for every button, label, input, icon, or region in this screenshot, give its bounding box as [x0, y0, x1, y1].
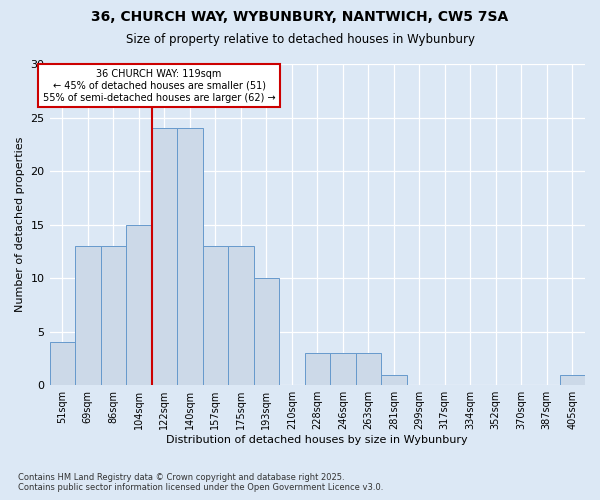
- Text: 36 CHURCH WAY: 119sqm
← 45% of detached houses are smaller (51)
55% of semi-deta: 36 CHURCH WAY: 119sqm ← 45% of detached …: [43, 70, 275, 102]
- Text: 36, CHURCH WAY, WYBUNBURY, NANTWICH, CW5 7SA: 36, CHURCH WAY, WYBUNBURY, NANTWICH, CW5…: [91, 10, 509, 24]
- Bar: [203, 246, 228, 385]
- Bar: [356, 353, 381, 385]
- Bar: [75, 246, 101, 385]
- Text: Size of property relative to detached houses in Wybunbury: Size of property relative to detached ho…: [125, 32, 475, 46]
- Bar: [126, 224, 152, 385]
- Text: Contains HM Land Registry data © Crown copyright and database right 2025.
Contai: Contains HM Land Registry data © Crown c…: [18, 473, 383, 492]
- Bar: [228, 246, 254, 385]
- X-axis label: Distribution of detached houses by size in Wybunbury: Distribution of detached houses by size …: [166, 435, 468, 445]
- Bar: [50, 342, 75, 385]
- Bar: [381, 374, 407, 385]
- Bar: [560, 374, 585, 385]
- Y-axis label: Number of detached properties: Number of detached properties: [15, 137, 25, 312]
- Bar: [330, 353, 356, 385]
- Bar: [254, 278, 279, 385]
- Bar: [305, 353, 330, 385]
- Bar: [152, 128, 177, 385]
- Bar: [177, 128, 203, 385]
- Bar: [101, 246, 126, 385]
